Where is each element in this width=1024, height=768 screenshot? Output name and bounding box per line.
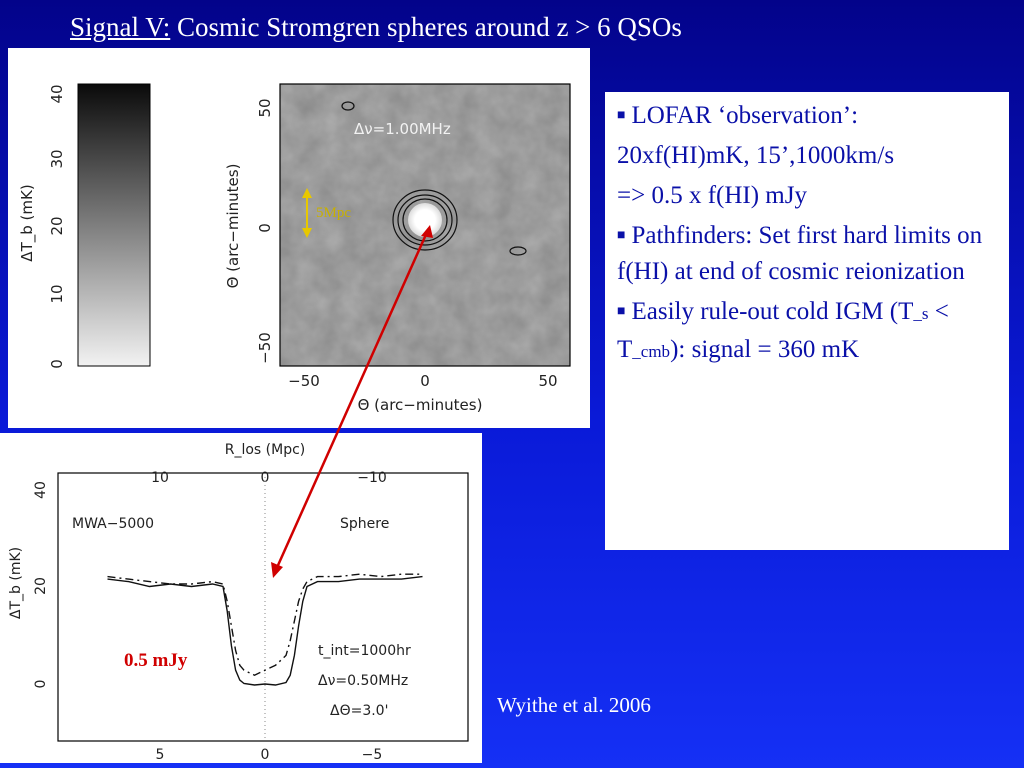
bullet-text: ): signal = 360 mK	[670, 336, 860, 363]
text-line: => 0.5 x f(HI) mJy	[617, 182, 807, 209]
top-tick: −10	[357, 470, 387, 486]
map-y-tick: 50	[256, 98, 274, 117]
contour-ring	[509, 246, 527, 256]
map-x-tick: −50	[288, 372, 320, 390]
bullet-text: Easily rule-out cold IGM (T	[631, 298, 914, 325]
profile-series-line	[107, 573, 423, 676]
map-y-tick: −50	[256, 332, 274, 364]
bullet-text: LOFAR ‘observation’:	[631, 102, 859, 129]
colorbar-tick: 40	[48, 84, 66, 103]
bullet-lofar: ■ LOFAR ‘observation’:	[617, 98, 999, 134]
map-x-label: Θ (arc−minutes)	[358, 396, 483, 414]
bottom-tick: 0	[261, 747, 270, 763]
bullet-icon: ■	[617, 108, 626, 123]
map-x-tick: 0	[420, 372, 430, 390]
colorbar-tick: 0	[48, 359, 66, 369]
bullet-pathfinders: ■ Pathfinders: Set first hard limits on f…	[617, 218, 999, 290]
bottom-tick: −5	[362, 747, 383, 763]
y-tick: 40	[33, 481, 49, 499]
param-label: t_int=1000hr	[318, 643, 411, 659]
chart-frame	[57, 472, 469, 742]
profile-chart: R_los (Mpc) 10 0 −10 5 0 −5 40 20 0 ΔT_b…	[0, 433, 482, 763]
subscript: _cmb	[632, 342, 671, 361]
colorbar-label: ΔT_b (mK)	[18, 184, 37, 261]
model-label: MWA−5000	[72, 516, 154, 532]
citation: Wyithe et al. 2006	[497, 693, 651, 717]
notes-box: ■ LOFAR ‘observation’: 20xf(HI)mK, 15’,10…	[605, 92, 1009, 550]
y-tick: 20	[33, 577, 49, 595]
colorbar-tick: 20	[48, 216, 66, 235]
bullet-text: Pathfinders: Set first hard limits on f(…	[617, 222, 983, 285]
map-x-tick: 50	[538, 372, 557, 390]
y-axis-label: ΔT_b (mK)	[8, 547, 24, 619]
text-line: 20xf(HI)mK, 15’,1000km/s	[617, 142, 895, 169]
map-annotation: Δν=1.00MHz	[354, 120, 451, 138]
map-y-tick: 0	[256, 223, 274, 233]
slide-title: Signal V: Cosmic Stromgren spheres aroun…	[70, 12, 682, 43]
shape-label: Sphere	[340, 516, 389, 532]
param-label: Δν=0.50MHz	[318, 673, 408, 689]
bottom-tick: 5	[156, 747, 165, 763]
param-label: ΔΘ=3.0'	[330, 703, 388, 719]
colorbar-tick: 10	[48, 284, 66, 303]
subscript: _s	[913, 304, 929, 323]
top-axis-label: R_los (Mpc)	[225, 442, 306, 458]
map-y-label: Θ (arc−minutes)	[224, 164, 242, 289]
bullet-icon: ■	[617, 304, 626, 319]
y-tick: 0	[33, 680, 49, 689]
bullet-text: < T	[617, 298, 949, 363]
hii-bubble	[408, 203, 442, 237]
contour-ring	[341, 101, 355, 111]
profile-series-line	[107, 575, 423, 686]
bullet-cold-igm: ■ Easily rule-out cold IGM (T_s < T_cmb):…	[617, 294, 999, 370]
title-rest: Cosmic Stromgren spheres around z > 6 QS…	[170, 12, 682, 42]
bullet-icon: ■	[617, 228, 626, 243]
colorbar-tick: 30	[48, 149, 66, 168]
colorbar	[77, 83, 151, 367]
brightness-map-figure: 40 30 20 10 0 ΔT_b (mK) 50 0 −50 Θ (arc−…	[8, 48, 590, 428]
title-underlined: Signal V:	[70, 12, 171, 42]
top-tick: 10	[151, 470, 169, 486]
scale-label: 5Mpc	[316, 205, 351, 221]
flux-label: 0.5 mJy	[124, 650, 188, 671]
